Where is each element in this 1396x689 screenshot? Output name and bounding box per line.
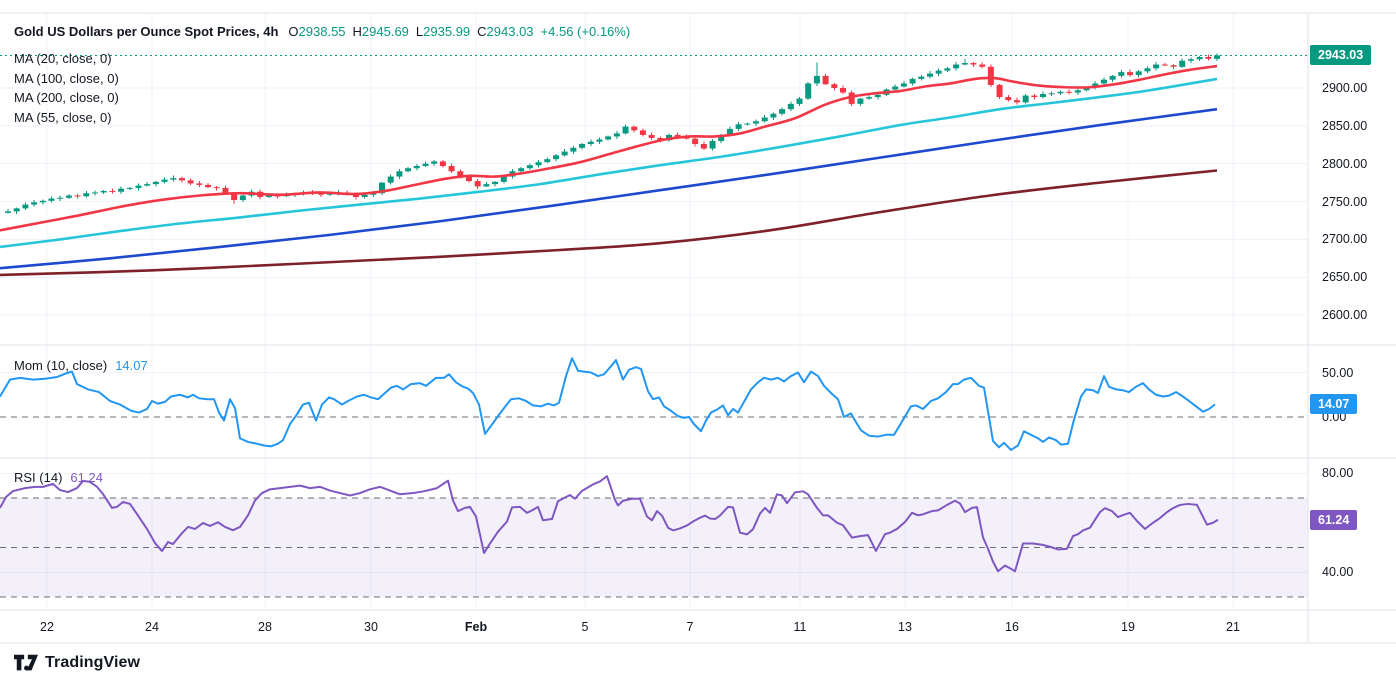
ma55-legend-row[interactable]: MA (55, close, 0) xyxy=(14,109,112,125)
close-label: C xyxy=(477,24,487,39)
time-tick-label: 24 xyxy=(145,620,159,634)
momentum-legend-row[interactable]: Mom (10, close) 14.07 xyxy=(14,358,148,373)
price-tick-label: 2900.00 xyxy=(1322,81,1368,95)
momentum-value: 14.07 xyxy=(115,358,148,373)
price-tick-label: 2600.00 xyxy=(1322,308,1368,323)
symbol-title: Gold US Dollars per Ounce Spot Prices, 4… xyxy=(14,24,279,39)
price-tick-label: 2700.00 xyxy=(1322,232,1368,247)
close-value: 2943.03 xyxy=(486,24,534,39)
ma100-line xyxy=(0,107,1218,270)
price-tick-label: 2800.00 xyxy=(1322,156,1368,171)
high-value: 2945.69 xyxy=(361,24,409,39)
time-tick-label: 30 xyxy=(364,620,378,634)
time-tick-label: Feb xyxy=(464,620,488,634)
tradingview-wordmark: TradingView xyxy=(45,654,141,671)
time-tick-label: 21 xyxy=(1226,620,1240,634)
price-tick-label: 2650.00 xyxy=(1322,270,1368,285)
momentum-value-badge: 14.07 xyxy=(1310,394,1358,415)
rsi-legend-row[interactable]: RSI (14) 61.24 xyxy=(14,470,103,485)
tradingview-logo-icon xyxy=(14,654,38,671)
ma55-line xyxy=(0,77,1218,249)
ma-legend: MA (20, close, 0) MA (100, close, 0) MA … xyxy=(14,49,119,127)
time-tick-label: 7 xyxy=(686,620,694,634)
rsi-tick-label: 80.00 xyxy=(1322,466,1354,481)
ma200-legend-row[interactable]: MA (200, close, 0) xyxy=(14,90,119,105)
change-value: +4.56 (+0.16%) xyxy=(540,24,631,39)
ma200-line xyxy=(0,169,1218,277)
last-price-badge: 2943.03 xyxy=(1310,45,1372,66)
momentum-label: Mom (10, close) xyxy=(14,358,108,373)
rsi-tick-label: 40.00 xyxy=(1322,565,1354,580)
time-tick-label: 16 xyxy=(1005,620,1019,634)
low-label: L xyxy=(415,24,424,39)
time-tick-label: 11 xyxy=(793,620,807,634)
rsi-value: 61.24 xyxy=(70,470,103,485)
low-value: 2935.99 xyxy=(423,24,471,39)
tradingview-attribution[interactable]: TradingView xyxy=(14,654,140,672)
high-label: H xyxy=(352,24,362,39)
rsi-line xyxy=(0,475,1219,573)
time-tick-label: 19 xyxy=(1121,620,1135,634)
time-tick-label: 5 xyxy=(581,620,589,634)
time-tick-label: 13 xyxy=(898,620,912,634)
time-tick-label: 28 xyxy=(258,620,272,634)
ma20-legend-row[interactable]: MA (20, close, 0) xyxy=(14,51,112,66)
time-tick-label: 22 xyxy=(40,620,54,634)
price-tick-label: 2850.00 xyxy=(1322,118,1368,133)
open-value: 2938.55 xyxy=(298,24,346,39)
ma100-legend-row[interactable]: MA (100, close, 0) xyxy=(14,70,119,86)
chart-legend-header[interactable]: Gold US Dollars per Ounce Spot Prices, 4… xyxy=(14,24,630,39)
ma20-line xyxy=(0,64,1218,232)
rsi-value-badge: 61.24 xyxy=(1310,509,1358,530)
rsi-label: RSI (14) xyxy=(14,470,63,485)
ohlc-readout: O2938.55 H2945.69 L2935.99 C2943.03 +4.56 (+… xyxy=(288,24,630,39)
momentum-line xyxy=(0,357,1216,451)
price-tick-label: 2750.00 xyxy=(1322,194,1368,209)
open-label: O xyxy=(288,24,299,39)
momentum-tick-label: 50.00 xyxy=(1322,365,1354,380)
